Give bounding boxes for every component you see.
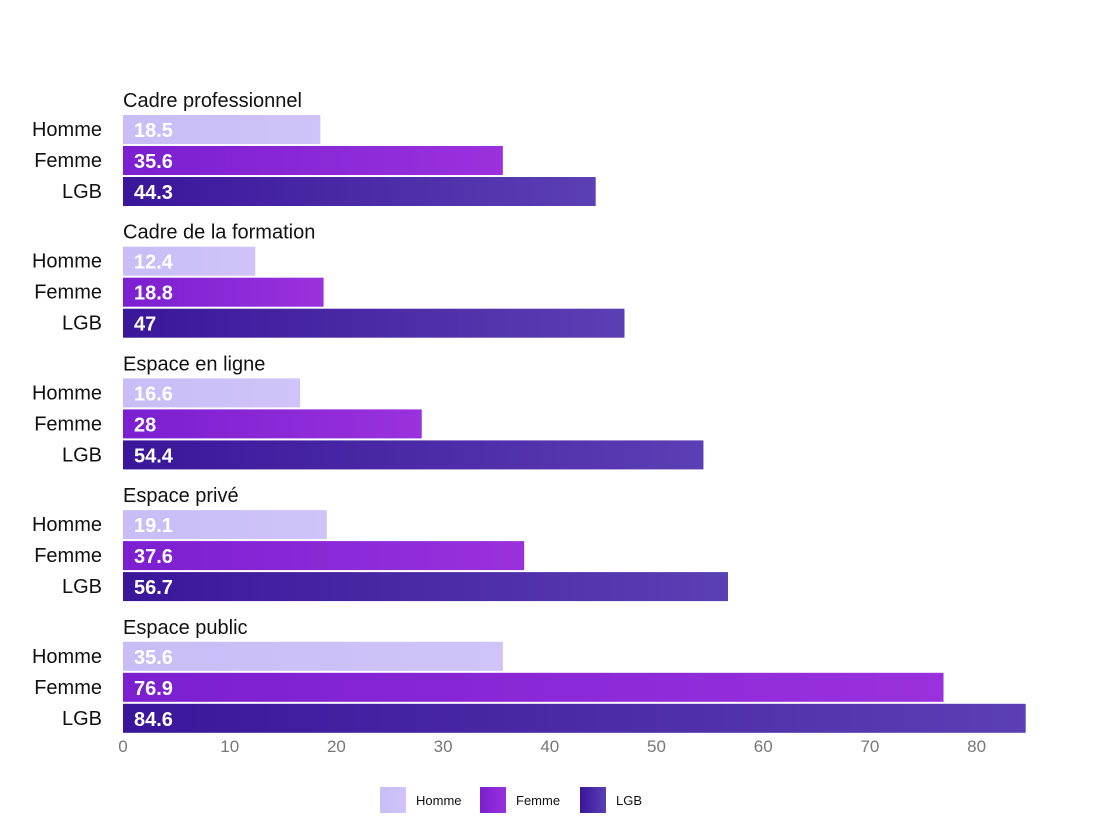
bar-femme: [123, 277, 324, 307]
bar-femme: [123, 672, 944, 702]
row-label-homme: Homme: [32, 119, 102, 141]
value-label: 37.6: [134, 546, 173, 568]
group-label: Espace en ligne: [123, 353, 265, 375]
bar-homme: [123, 246, 256, 276]
x-tick-label: 40: [540, 737, 559, 756]
category-groups: Cadre professionnel Homme 18.5 Femme 35.6 LGB…: [32, 90, 1026, 733]
row-label-femme: Femme: [34, 413, 102, 435]
value-label: 28: [134, 414, 156, 436]
legend: Homme Femme LGB: [380, 787, 642, 813]
x-tick-label: 10: [220, 737, 239, 756]
row-label-femme: Femme: [34, 282, 102, 304]
x-axis: 0 10 20 30 40 50 60 70 80: [118, 737, 986, 756]
value-label: 35.6: [134, 151, 173, 173]
value-label: 12.4: [134, 252, 174, 274]
row-label-femme: Femme: [34, 150, 102, 172]
x-tick-label: 70: [860, 737, 879, 756]
legend-item-femme: Femme: [480, 787, 560, 813]
group-espace-prive: Espace privé Homme 19.1 Femme 37.6 LGB 56.7: [32, 485, 728, 602]
value-label: 54.4: [134, 445, 174, 467]
bar-lgb: [123, 308, 625, 338]
legend-swatch: [580, 787, 606, 813]
value-label: 47: [134, 314, 156, 336]
value-label: 56.7: [134, 577, 173, 599]
bar-lgb: [123, 440, 704, 470]
row-label-femme: Femme: [34, 545, 102, 567]
row-label-femme: Femme: [34, 677, 102, 699]
row-label-lgb: LGB: [62, 444, 102, 466]
row-label-homme: Homme: [32, 382, 102, 404]
bar-lgb: [123, 177, 596, 206]
value-label: 84.6: [134, 709, 173, 731]
group-label: Cadre professionnel: [123, 90, 302, 112]
bar-femme: [123, 146, 503, 175]
bar-femme: [123, 409, 422, 439]
legend-label: Homme: [416, 793, 462, 808]
group-cadre-professionnel: Cadre professionnel Homme 18.5 Femme 35.6 LGB…: [32, 90, 596, 206]
x-tick-label: 0: [118, 737, 127, 756]
value-label: 18.8: [134, 283, 173, 305]
bar-homme: [123, 378, 301, 408]
row-label-homme: Homme: [32, 514, 102, 536]
value-label: 76.9: [134, 678, 173, 700]
row-label-homme: Homme: [32, 646, 102, 668]
value-label: 44.3: [134, 182, 173, 204]
bar-homme: [123, 115, 321, 144]
x-tick-label: 80: [967, 737, 986, 756]
value-label: 19.1: [134, 515, 173, 537]
x-tick-label: 30: [434, 737, 453, 756]
legend-swatch: [480, 787, 506, 813]
row-label-lgb: LGB: [62, 576, 102, 598]
group-label: Cadre de la formation: [123, 222, 315, 244]
group-label: Espace public: [123, 617, 248, 639]
bar-lgb: [123, 572, 728, 602]
x-tick-label: 20: [327, 737, 346, 756]
row-label-lgb: LGB: [62, 708, 102, 730]
x-tick-label: 50: [647, 737, 666, 756]
bar-homme: [123, 641, 503, 671]
value-label: 16.6: [134, 383, 173, 405]
legend-label: Femme: [516, 793, 560, 808]
legend-item-homme: Homme: [380, 787, 462, 813]
bar-femme: [123, 541, 525, 571]
value-label: 35.6: [134, 647, 173, 669]
bar-lgb: [123, 703, 1026, 733]
legend-item-lgb: LGB: [580, 787, 642, 813]
value-label: 18.5: [134, 120, 173, 142]
x-tick-label: 60: [754, 737, 773, 756]
group-label: Espace privé: [123, 485, 239, 507]
legend-swatch: [380, 787, 406, 813]
row-label-lgb: LGB: [62, 181, 102, 203]
row-label-lgb: LGB: [62, 313, 102, 335]
legend-label: LGB: [616, 793, 642, 808]
row-label-homme: Homme: [32, 251, 102, 273]
group-cadre-de-la-formation: Cadre de la formation Homme 12.4 Femme 18.8 L…: [32, 222, 625, 338]
bar-homme: [123, 510, 327, 540]
group-espace-public: Espace public Homme 35.6 Femme 76.9 LGB 84.6: [32, 617, 1026, 733]
group-espace-en-ligne: Espace en ligne Homme 16.6 Femme 28 LGB 54.4: [32, 353, 704, 470]
